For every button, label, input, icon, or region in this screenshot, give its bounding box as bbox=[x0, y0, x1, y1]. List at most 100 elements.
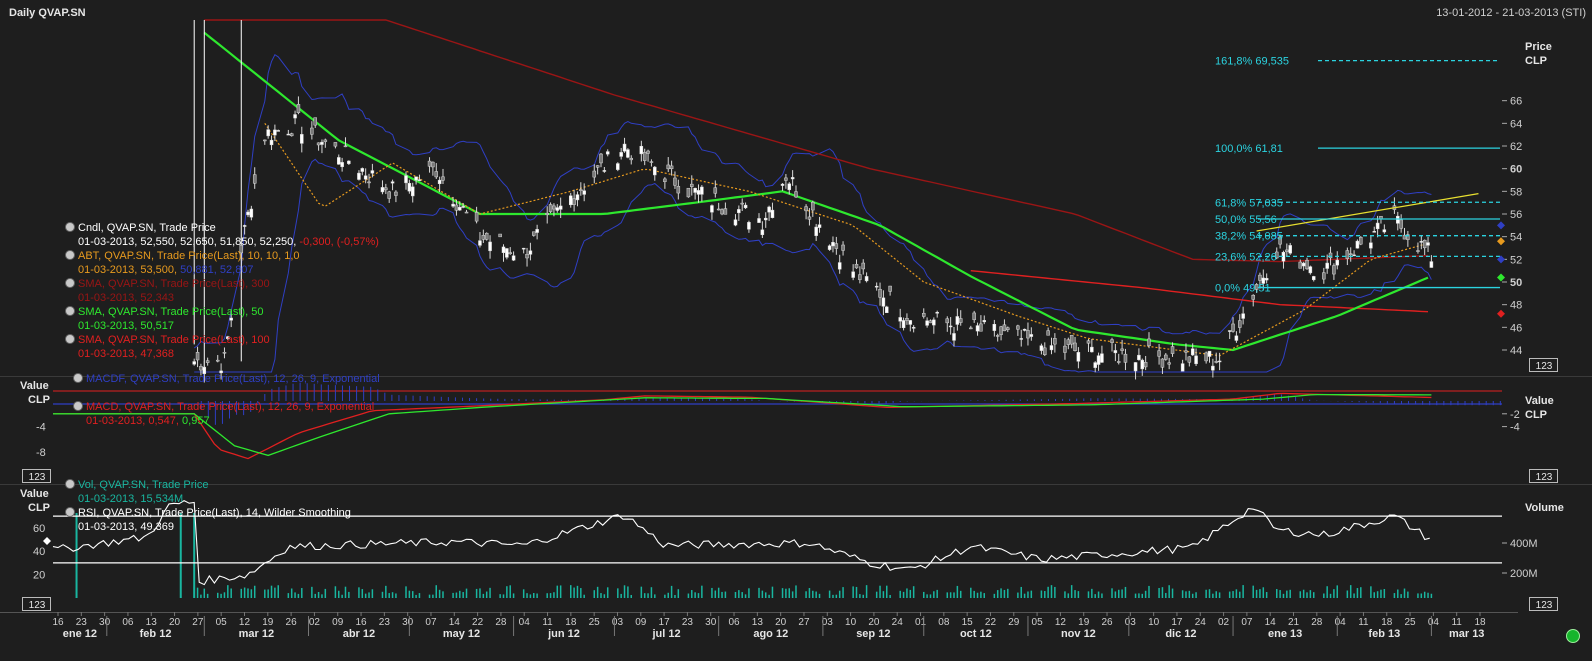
x-month-label: oct 12 bbox=[960, 628, 992, 640]
candle-body bbox=[410, 186, 415, 197]
candle-body bbox=[474, 212, 479, 222]
candle-body bbox=[434, 171, 439, 178]
x-day-label: 09 bbox=[332, 617, 344, 628]
candle-body bbox=[1335, 259, 1340, 266]
x-day-label: 07 bbox=[425, 617, 437, 628]
candle-body bbox=[431, 161, 435, 168]
x-day-label: 14 bbox=[449, 617, 461, 628]
candle-body bbox=[693, 187, 697, 193]
candle-body bbox=[1120, 348, 1124, 351]
x-month-label: nov 12 bbox=[1061, 628, 1096, 640]
candle-body bbox=[885, 306, 889, 314]
candle-body bbox=[817, 224, 822, 228]
candle-body bbox=[528, 250, 533, 255]
volume-tick-label: 200M bbox=[1510, 568, 1538, 580]
x-day-label: 30 bbox=[99, 617, 111, 628]
x-month-label: mar 12 bbox=[239, 628, 274, 640]
candle-body bbox=[1422, 239, 1427, 249]
legend-line1: Vol, QVAP.SN, Trade Price bbox=[78, 479, 208, 491]
candle-body bbox=[1207, 350, 1212, 357]
candle-body bbox=[300, 134, 304, 144]
candle-body bbox=[1076, 352, 1081, 362]
candle-body bbox=[199, 366, 203, 371]
candle-body bbox=[642, 152, 647, 161]
candle-body bbox=[205, 360, 210, 363]
candle-body bbox=[1133, 362, 1138, 372]
x-day-label: 19 bbox=[1078, 617, 1090, 628]
rsi-scale-box-left[interactable]: 123 bbox=[22, 597, 51, 612]
x-day-label: 18 bbox=[1381, 617, 1393, 628]
candle-body bbox=[252, 174, 257, 184]
price-tick-label: 50 bbox=[1510, 277, 1522, 289]
candle-body bbox=[481, 235, 486, 240]
fibonacci-levels: 161,8% 69,535 100,0% 61,81 61,8% 57,035 50,… bbox=[1215, 56, 1500, 295]
candle-body bbox=[1164, 354, 1168, 360]
candle-body bbox=[1231, 323, 1235, 332]
candle-body bbox=[827, 245, 832, 250]
macd-scale-box-right[interactable]: 123 bbox=[1529, 469, 1558, 484]
candle-body bbox=[952, 333, 956, 341]
candle-body bbox=[1355, 240, 1360, 249]
candle-body bbox=[1332, 265, 1336, 275]
candle-body bbox=[276, 130, 281, 132]
candle-body bbox=[1069, 335, 1074, 345]
candle-body bbox=[770, 209, 775, 218]
trend-line bbox=[1256, 193, 1479, 232]
x-day-label: 29 bbox=[1008, 617, 1020, 628]
x-day-label: 28 bbox=[1311, 617, 1323, 628]
legend-line1: MACDF, QVAP.SN, Trade Price(Last), 12, 2… bbox=[86, 373, 380, 385]
candle-body bbox=[787, 183, 792, 191]
candle-body bbox=[1029, 334, 1034, 337]
legend-toggle-icon bbox=[65, 306, 75, 316]
candle-body bbox=[999, 326, 1003, 335]
x-day-label: 15 bbox=[962, 617, 974, 628]
legend-toggle-icon bbox=[73, 373, 83, 383]
macd-right-title: Value bbox=[1525, 395, 1554, 407]
candle-body bbox=[417, 179, 422, 181]
x-month-label: jun 12 bbox=[547, 628, 580, 640]
candle-body bbox=[387, 191, 391, 199]
candle-body bbox=[737, 209, 741, 214]
candle-body bbox=[508, 252, 512, 255]
candle-body bbox=[1019, 338, 1023, 340]
price-tick-label: 54 bbox=[1510, 232, 1522, 244]
x-day-label: 01 bbox=[915, 617, 927, 628]
x-day-label: 13 bbox=[146, 617, 158, 628]
macd-scale-box-left[interactable]: 123 bbox=[22, 469, 51, 484]
legend-value-extra: 0,957 bbox=[182, 415, 210, 427]
candle-body bbox=[293, 114, 297, 119]
candle-body bbox=[532, 231, 536, 236]
price-scale-box[interactable]: 123 bbox=[1529, 358, 1558, 373]
candle-body bbox=[1278, 236, 1282, 245]
candle-body bbox=[215, 359, 220, 362]
abt-line bbox=[264, 122, 1429, 357]
candle-body bbox=[1006, 327, 1010, 330]
x-day-label: 18 bbox=[1474, 617, 1486, 628]
candle-body bbox=[380, 187, 385, 193]
candle-body bbox=[605, 151, 610, 155]
candle-body bbox=[1227, 330, 1232, 332]
candle-body bbox=[501, 246, 506, 253]
candle-body bbox=[1375, 222, 1380, 230]
candle-body bbox=[831, 242, 835, 247]
candle-body bbox=[555, 207, 560, 211]
candle-body bbox=[1137, 354, 1141, 361]
connection-status-indicator[interactable] bbox=[1566, 629, 1580, 643]
legend-line2: 01-03-2013, 52,343 bbox=[78, 292, 174, 304]
candle-body bbox=[1063, 345, 1067, 353]
candle-body bbox=[622, 143, 627, 152]
candle-body bbox=[948, 325, 953, 328]
candle-body bbox=[340, 162, 344, 168]
rsi-scale-box-right[interactable]: 123 bbox=[1529, 597, 1558, 612]
macd-plot bbox=[53, 382, 1502, 460]
candle-body bbox=[595, 165, 600, 168]
candle-body bbox=[834, 243, 839, 249]
candle-body bbox=[1116, 361, 1121, 363]
rsi-scale-box-right-label: 123 bbox=[1536, 600, 1553, 611]
candle-body bbox=[1100, 353, 1104, 363]
candle-body bbox=[811, 202, 815, 211]
candle-body bbox=[646, 150, 650, 154]
candle-body bbox=[740, 202, 744, 205]
legend-line1: SMA, QVAP.SN, Trade Price(Last), 50 bbox=[78, 306, 263, 318]
candle-body bbox=[1211, 365, 1215, 371]
